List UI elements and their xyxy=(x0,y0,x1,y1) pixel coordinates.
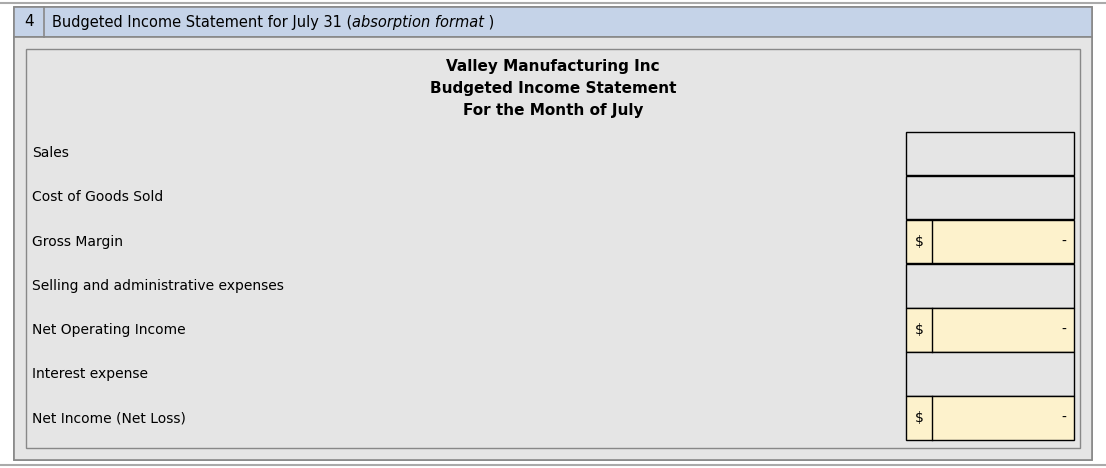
Bar xyxy=(27,49,1079,448)
Bar xyxy=(906,352,1074,396)
Text: -: - xyxy=(1062,323,1066,337)
Bar xyxy=(906,308,1074,352)
Text: Budgeted Income Statement: Budgeted Income Statement xyxy=(430,81,676,96)
Bar xyxy=(14,7,1092,37)
Text: $: $ xyxy=(915,323,924,337)
Text: ): ) xyxy=(484,15,494,29)
Text: Net Income (Net Loss): Net Income (Net Loss) xyxy=(32,411,186,425)
Text: -: - xyxy=(1062,411,1066,425)
Text: 4: 4 xyxy=(24,15,34,29)
Text: For the Month of July: For the Month of July xyxy=(462,103,644,118)
Text: Interest expense: Interest expense xyxy=(32,367,148,381)
Text: Valley Manufacturing Inc: Valley Manufacturing Inc xyxy=(446,59,660,74)
Bar xyxy=(906,220,1074,263)
Text: Cost of Goods Sold: Cost of Goods Sold xyxy=(32,190,164,205)
Text: $: $ xyxy=(915,234,924,249)
Bar xyxy=(14,7,1092,37)
Text: Sales: Sales xyxy=(32,146,69,161)
Text: Selling and administrative expenses: Selling and administrative expenses xyxy=(32,279,284,293)
Text: absorption format: absorption format xyxy=(352,15,484,29)
Text: -: - xyxy=(1062,234,1066,249)
Bar xyxy=(906,176,1074,219)
Bar xyxy=(906,264,1074,307)
Text: $: $ xyxy=(915,411,924,425)
Bar xyxy=(906,396,1074,440)
Text: Budgeted Income Statement for July 31 (: Budgeted Income Statement for July 31 ( xyxy=(52,15,352,29)
Bar xyxy=(906,132,1074,175)
Text: Gross Margin: Gross Margin xyxy=(32,234,123,249)
Text: Net Operating Income: Net Operating Income xyxy=(32,323,186,337)
